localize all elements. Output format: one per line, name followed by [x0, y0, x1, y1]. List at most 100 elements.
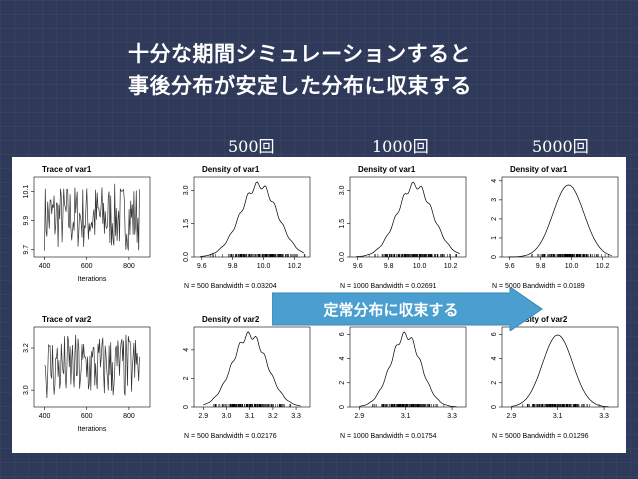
x-tick-label: 3.3 [447, 413, 457, 420]
plot-svg: 9.6 9.8 10.0 10.2 0.0 1.5 3.0 [339, 176, 467, 270]
plot-caption: N = 500 Bandwidth = 0.02176 [184, 433, 277, 440]
x-tick-label: 9.6 [505, 263, 515, 270]
density-curve [203, 331, 301, 407]
x-tick-label: 800 [123, 263, 135, 270]
y-tick-label: 3.0 [23, 385, 30, 395]
plot-caption: N = 5000 Bandwidth = 0.0189 [492, 283, 585, 290]
y-tick-label: 3 [491, 198, 498, 202]
y-tick-label: 9.7 [23, 245, 30, 255]
x-tick-label: 9.6 [197, 263, 207, 270]
density-curve [359, 331, 457, 408]
plot-svg: 400 600 800 3.0 3.2 Iterations [23, 326, 151, 433]
y-tick-label: 3.0 [339, 185, 346, 195]
plot-caption: N = 1000 Bandwidth = 0.02691 [340, 283, 437, 290]
density-curve [511, 334, 609, 408]
y-tick-label: 2 [183, 376, 190, 380]
x-tick-label: 3.1 [245, 413, 255, 420]
y-tick-label: 3.2 [23, 343, 30, 353]
x-tick-label: 2.9 [198, 413, 208, 420]
plot-title: Density of var1 [510, 165, 568, 174]
y-tick-label: 0 [183, 405, 190, 409]
y-tick-label: 0 [491, 405, 498, 409]
x-tick-label: 3.3 [291, 413, 301, 420]
y-tick-label: 9.9 [23, 216, 30, 226]
x-tick-label: 400 [39, 413, 51, 420]
y-tick-label: 0.0 [339, 252, 346, 262]
y-tick-label: 1 [491, 236, 498, 240]
x-tick-label: 9.8 [384, 263, 394, 270]
x-tick-label: 10.0 [565, 263, 579, 270]
y-tick-label: 2 [491, 217, 498, 221]
column-label-5000: 5000回 [532, 137, 589, 156]
x-tick-label: 9.8 [228, 263, 238, 270]
density-curve [508, 184, 612, 258]
plot-svg: 2.9 3.1 3.3 0 2 4 6 [339, 326, 467, 420]
y-tick-label: 1.5 [339, 219, 346, 229]
plot-title: Trace of var2 [42, 315, 92, 324]
y-tick-label: 1.5 [183, 219, 190, 229]
x-tick-label: 3.0 [222, 413, 232, 420]
plot-frame [501, 176, 619, 258]
plot-svg: 2.9 3.1 3.3 0 2 4 6 [491, 326, 619, 420]
y-tick-label: 10.1 [23, 185, 30, 199]
x-tick-label: 3.1 [553, 413, 563, 420]
plot-caption: N = 5000 Bandwidth = 0.01296 [492, 433, 589, 440]
y-tick-label: 0.0 [183, 252, 190, 262]
plot-svg: 400 600 800 9.7 9.9 10.1 Iterations [23, 176, 151, 283]
x-tick-label: 9.8 [536, 263, 546, 270]
x-tick-label: 10.2 [596, 263, 610, 270]
density-curve [356, 181, 460, 258]
x-tick-label: 2.9 [506, 413, 516, 420]
y-tick-label: 4 [339, 356, 346, 360]
trace-line [44, 183, 140, 251]
x-tick-label: 800 [123, 413, 135, 420]
plot-frame [33, 326, 151, 408]
convergence-arrow: 定常分布に収束する [271, 286, 544, 332]
x-axis-label: Iterations [78, 276, 107, 283]
y-tick-label: 2 [491, 381, 498, 385]
x-tick-label: 600 [81, 263, 93, 270]
density-curve [200, 181, 304, 257]
plot-svg: 2.9 3.0 3.1 3.2 3.3 0 2 4 [183, 326, 311, 420]
plot-caption: N = 500 Bandwidth = 0.03204 [184, 283, 277, 290]
plot-frame [33, 176, 151, 258]
x-tick-label: 400 [39, 263, 51, 270]
plot-title: Density of var1 [202, 165, 260, 174]
arrow-shape [271, 286, 543, 332]
y-tick-label: 4 [183, 348, 190, 352]
x-tick-label: 10.0 [257, 263, 271, 270]
y-tick-label: 0 [491, 255, 498, 259]
plot-caption: N = 1000 Bandwidth = 0.01754 [340, 433, 437, 440]
arrow-label: 定常分布に収束する [323, 301, 459, 319]
y-tick-label: 4 [491, 179, 498, 183]
y-tick-label: 6 [491, 332, 498, 336]
plot-title: Density of var2 [202, 315, 260, 324]
x-tick-label: 9.6 [353, 263, 363, 270]
x-tick-label: 3.1 [401, 413, 411, 420]
x-tick-label: 10.2 [288, 263, 302, 270]
plot-svg: 9.6 9.8 10.0 10.2 0 1 2 3 4 [491, 176, 619, 270]
plot-frame [349, 176, 467, 258]
slide-title: 十分な期間シミュレーションすると 事後分布が安定した分布に収束する [128, 38, 472, 102]
y-tick-label: 0 [339, 405, 346, 409]
plot-frame [193, 176, 311, 258]
plot-svg: 9.6 9.8 10.0 10.2 0.0 1.5 3.0 [183, 176, 311, 270]
column-label-1000: 1000回 [372, 137, 429, 156]
x-tick-label: 10.0 [413, 263, 427, 270]
x-tick-label: 2.9 [354, 413, 364, 420]
x-axis-label: Iterations [78, 426, 107, 433]
plot-title: Density of var2 [510, 315, 568, 324]
y-tick-label: 2 [339, 381, 346, 385]
y-tick-label: 4 [491, 356, 498, 360]
y-tick-label: 3.0 [183, 185, 190, 195]
x-tick-label: 3.2 [268, 413, 278, 420]
plot-frame [501, 326, 619, 408]
x-tick-label: 10.2 [444, 263, 458, 270]
x-tick-label: 3.3 [599, 413, 609, 420]
y-tick-label: 6 [339, 332, 346, 336]
plot-title: Trace of var1 [42, 165, 92, 174]
slide-title-line-1: 十分な期間シミュレーションすると [128, 42, 472, 66]
trace-line [44, 334, 140, 399]
slide-title-line-2: 事後分布が安定した分布に収束する [128, 74, 472, 98]
x-tick-label: 600 [81, 413, 93, 420]
